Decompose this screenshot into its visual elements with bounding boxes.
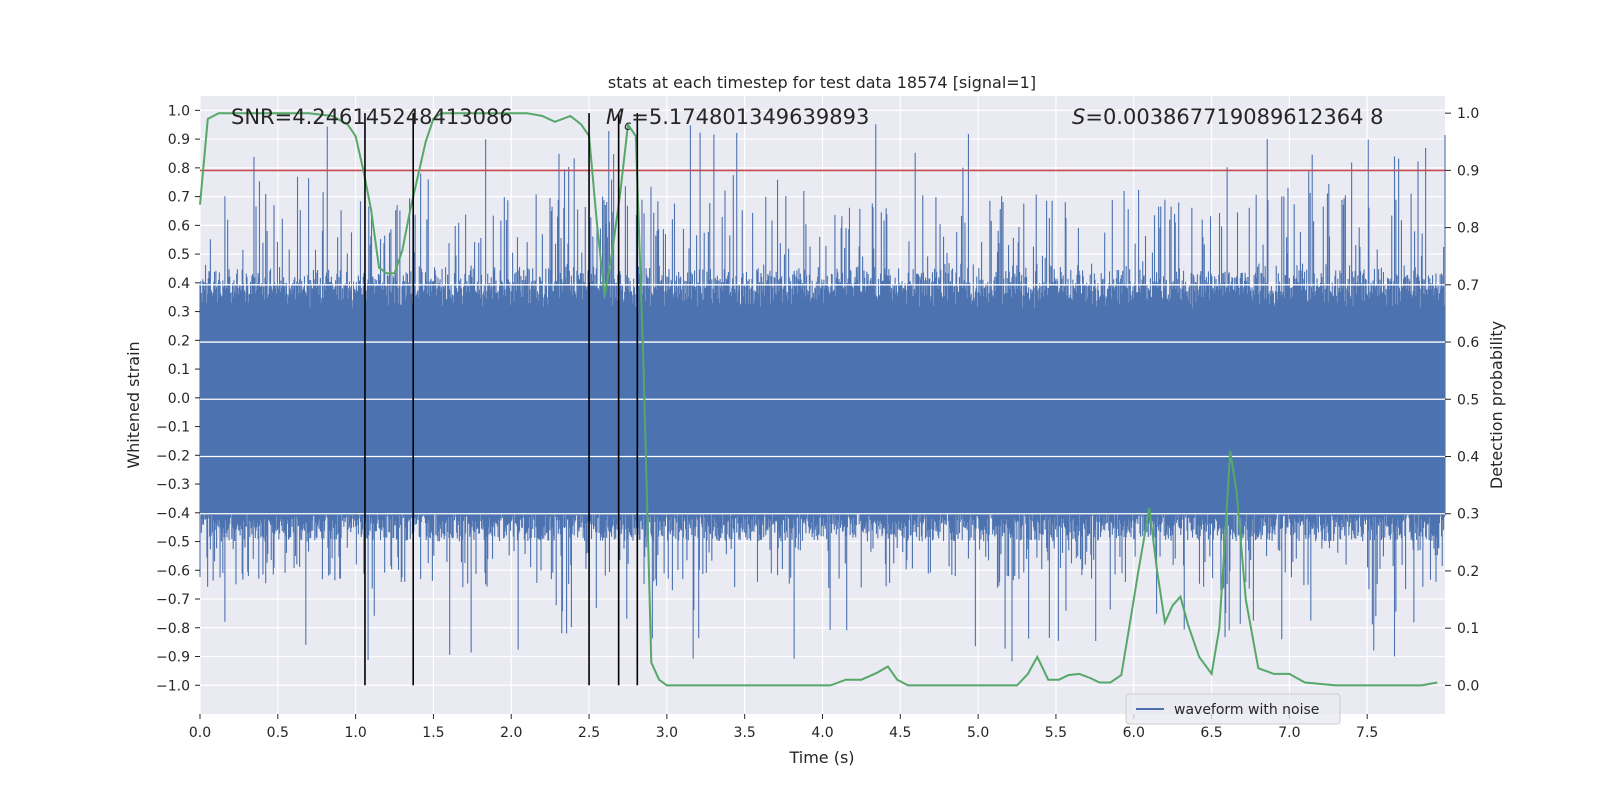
y-left-tick-label: 0.3 bbox=[168, 305, 190, 321]
y-left-tick-label: −0.7 bbox=[156, 592, 190, 608]
y-axis-label-right: Detection probability bbox=[1487, 321, 1506, 489]
snr-annotation: SNR=4.246145248413086 bbox=[231, 105, 513, 129]
x-tick-label: 1.0 bbox=[344, 725, 366, 741]
legend: waveform with noise bbox=[1125, 693, 1341, 725]
x-tick-label: 3.5 bbox=[734, 725, 756, 741]
y-left-tick-label: −0.5 bbox=[156, 535, 190, 551]
chirp-mass-annotation: Mc=5.174801349639893 bbox=[606, 105, 869, 134]
y-left-tick-label: −0.1 bbox=[156, 420, 190, 436]
y-left-tick-label: 0.2 bbox=[168, 333, 190, 349]
y-right-tick-label: 0.3 bbox=[1457, 507, 1479, 523]
chirp-mass-value: =5.174801349639893 bbox=[631, 105, 869, 129]
y-left-tick-label: −0.8 bbox=[156, 621, 190, 637]
y-right-tick-label: 0.0 bbox=[1457, 678, 1479, 694]
legend-box bbox=[1125, 693, 1341, 725]
y-left-tick-label: 0.6 bbox=[168, 218, 190, 234]
chart-title: stats at each timestep for test data 185… bbox=[608, 73, 1036, 92]
y-left-tick-label: 0.8 bbox=[168, 161, 190, 177]
s-symbol: S bbox=[1072, 105, 1085, 129]
y-right-tick-label: 0.9 bbox=[1457, 163, 1479, 179]
s-value: =0.003867719089612364 8 bbox=[1085, 105, 1383, 129]
y-left-tick-label: −1.0 bbox=[156, 678, 190, 694]
y-left-tick-label: 0.5 bbox=[168, 247, 190, 263]
y-right-tick-label: 0.6 bbox=[1457, 335, 1479, 351]
y-axis-label-left: Whitened strain bbox=[124, 341, 143, 468]
y-left-tick-label: 1.0 bbox=[168, 103, 190, 119]
y-left-tick-label: −0.9 bbox=[156, 650, 190, 666]
x-tick-label: 6.0 bbox=[1123, 725, 1145, 741]
y-right-tick-label: 1.0 bbox=[1457, 106, 1479, 122]
y-left-tick-labels: 1.0 0.9 0.8 0.7 0.6 0.5 0.4 0.3 0.2 0.1 0.0 −0.1 −0.… bbox=[156, 103, 200, 694]
y-left-tick-label: −0.3 bbox=[156, 477, 190, 493]
y-right-tick-label: 0.1 bbox=[1457, 621, 1479, 637]
y-left-tick-label: −0.2 bbox=[156, 448, 190, 464]
x-tick-label: 0.0 bbox=[189, 725, 211, 741]
x-tick-labels: 0.0 0.5 1.0 1.5 2.0 2.5 3.0 3.5 4.0 4.5 5.0 5.5 6.0 6… bbox=[189, 714, 1378, 741]
y-right-tick-label: 0.2 bbox=[1457, 564, 1479, 580]
x-tick-label: 4.5 bbox=[889, 725, 911, 741]
y-left-tick-label: −0.6 bbox=[156, 563, 190, 579]
chirp-mass-symbol: M bbox=[606, 105, 624, 129]
x-tick-label: 4.0 bbox=[811, 725, 833, 741]
x-tick-label: 1.5 bbox=[422, 725, 444, 741]
x-tick-label: 7.5 bbox=[1356, 725, 1378, 741]
chirp-mass-subscript: c bbox=[624, 119, 631, 134]
x-tick-label: 6.5 bbox=[1200, 725, 1222, 741]
x-tick-label: 3.0 bbox=[656, 725, 678, 741]
y-left-tick-label: 0.9 bbox=[168, 132, 190, 148]
y-left-tick-label: 0.1 bbox=[168, 362, 190, 378]
x-tick-label: 7.0 bbox=[1278, 725, 1300, 741]
y-left-tick-label: 0.4 bbox=[168, 276, 190, 292]
vertical-markers bbox=[364, 113, 639, 686]
y-right-tick-label: 0.8 bbox=[1457, 221, 1479, 237]
y-left-tick-label: 0.7 bbox=[168, 190, 190, 206]
y-right-tick-label: 0.7 bbox=[1457, 278, 1479, 294]
x-tick-label: 5.0 bbox=[967, 725, 989, 741]
waveform-trace bbox=[199, 124, 1446, 662]
x-tick-label: 2.5 bbox=[578, 725, 600, 741]
legend-label: waveform with noise bbox=[1174, 702, 1319, 718]
y-right-tick-label: 0.5 bbox=[1457, 392, 1479, 408]
x-tick-label: 2.0 bbox=[500, 725, 522, 741]
y-left-tick-label: 0.0 bbox=[168, 391, 190, 407]
s-annotation: S=0.003867719089612364 8 bbox=[1072, 105, 1384, 129]
x-tick-label: 0.5 bbox=[267, 725, 289, 741]
y-left-tick-label: −0.4 bbox=[156, 506, 190, 522]
waveform-series bbox=[199, 124, 1446, 662]
detection-probability-line bbox=[199, 112, 1438, 687]
y-right-tick-labels: 1.0 0.9 0.8 0.7 0.6 0.5 0.4 0.3 0.2 0.1 0.0 bbox=[1445, 106, 1479, 694]
x-tick-label: 5.5 bbox=[1045, 725, 1067, 741]
x-axis-label: Time (s) bbox=[788, 748, 854, 767]
y-right-tick-label: 0.4 bbox=[1457, 450, 1479, 466]
